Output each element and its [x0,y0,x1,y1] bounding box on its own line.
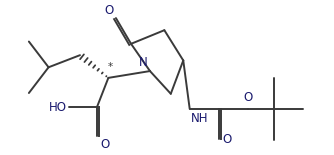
Text: O: O [243,91,252,104]
Text: N: N [139,56,148,69]
Text: HO: HO [49,100,67,113]
Text: NH: NH [191,112,209,125]
Text: O: O [105,4,114,17]
Text: O: O [223,133,232,146]
Text: O: O [100,138,109,151]
Text: *: * [108,62,113,72]
